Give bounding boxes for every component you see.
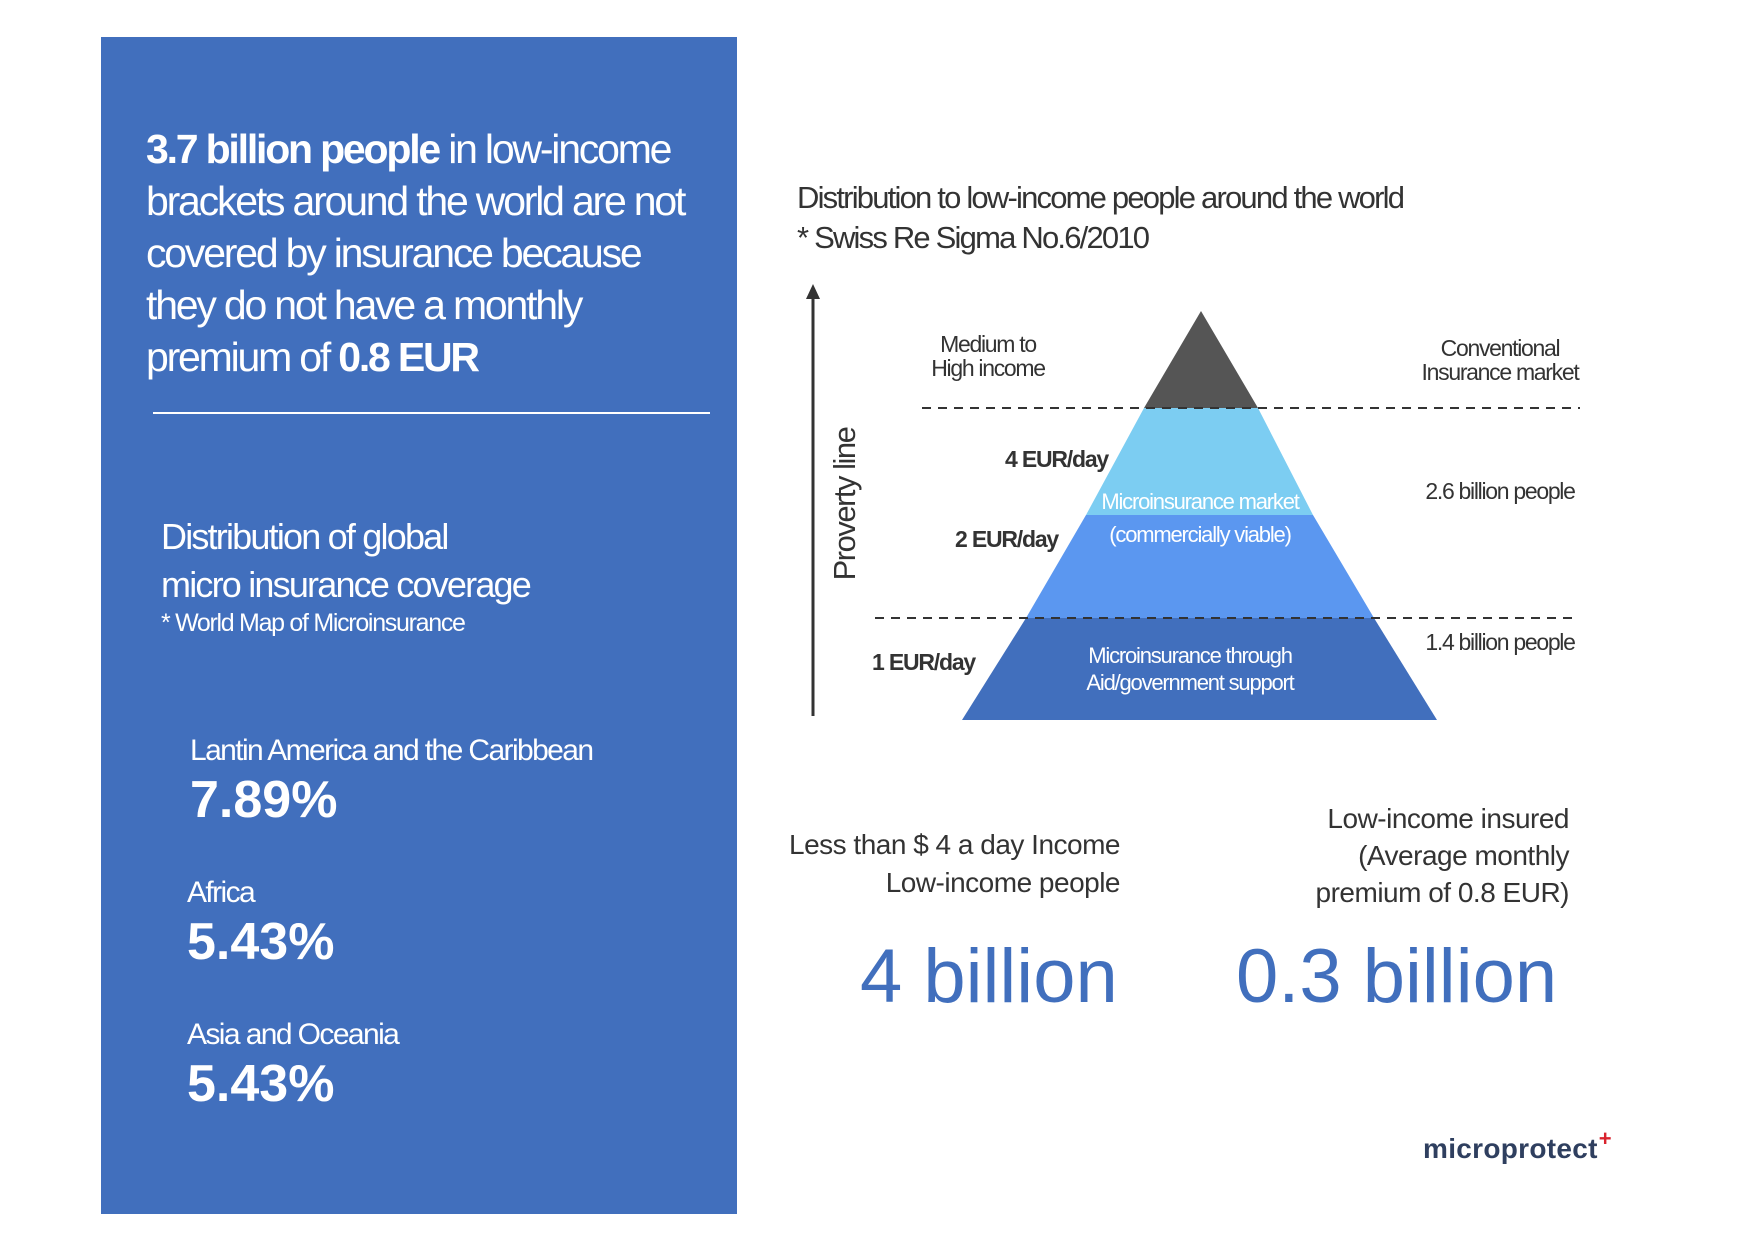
pyramid-apex (1144, 311, 1258, 408)
medium-high-income-line2: High income (931, 355, 1045, 381)
headline-line5: premium of (146, 334, 339, 380)
headline-line1: in low-income (439, 126, 672, 172)
insured-line1: Low-income insured (1327, 803, 1569, 834)
aid-support-label-line1: Microinsurance through (1088, 643, 1292, 668)
insured-stat-value: 0.3 billion (1236, 934, 1558, 1019)
distribution-title-line2: micro insurance coverage (161, 564, 532, 605)
income-line2: Low-income people (885, 867, 1121, 898)
count-1-4-billion: 1.4 billion people (1425, 629, 1575, 655)
insured-line3: premium of 0.8 EUR) (1315, 877, 1570, 908)
medium-high-income-line1: Medium to (940, 331, 1036, 357)
microinsurance-market-label: Microinsurance market (1101, 489, 1299, 514)
headline-line4: they do not have a monthly (146, 282, 583, 328)
pyramid-title-block: Distribution to low-income people around… (797, 178, 1405, 258)
insured-line2: (Average monthly (1358, 840, 1569, 871)
distribution-title-line1: Distribution of global (161, 516, 449, 557)
region-value: 5.43% (187, 913, 335, 971)
pyramid-layer-base (962, 618, 1437, 720)
region-name: Lantin America and the Caribbean (190, 734, 594, 767)
poverty-axis-label: Proverty line (827, 427, 862, 580)
conventional-market-line1: Conventional (1441, 335, 1560, 361)
headline-line2: brackets around the world are not (146, 178, 686, 224)
commercially-viable-label: (commercially viable) (1109, 522, 1290, 547)
pyramid-source: * Swiss Re Sigma No.6/2010 (797, 220, 1150, 255)
up-arrow-icon (806, 284, 820, 299)
count-2-6-billion: 2.6 billion people (1425, 478, 1575, 504)
income-stat-value: 4 billion (860, 934, 1118, 1019)
pyramid-title: Distribution to low-income people around… (797, 180, 1405, 215)
brand-name: microprotect (1423, 1133, 1598, 1164)
region-asia-oceania: Asia and Oceania 5.43% (187, 1015, 400, 1113)
level-4-eur: 4 EUR/day (1005, 446, 1109, 472)
headline-bold-lead: 3.7 billion people (146, 126, 441, 172)
aid-support-label-line2: Aid/government support (1086, 670, 1294, 695)
insured-stat-label: Low-income insured (Average monthly prem… (1220, 800, 1570, 911)
region-value: 5.43% (187, 1055, 335, 1113)
brand-logo: microprotect+ (1423, 1126, 1612, 1165)
region-value: 7.89% (190, 771, 338, 829)
conventional-market-line2: Insurance market (1422, 359, 1581, 385)
distribution-source: * World Map of Microinsurance (161, 609, 466, 637)
income-stat-label: Less than $ 4 a day Income Low-income pe… (760, 826, 1121, 902)
level-1-eur: 1 EUR/day (872, 649, 976, 675)
pyramid-layer-mid (1026, 515, 1374, 618)
left-panel: 3.7 billion people in low-income bracket… (101, 37, 737, 1214)
headline: 3.7 billion people in low-income bracket… (146, 123, 726, 383)
brand-plus-mark: + (1598, 1126, 1612, 1151)
level-2-eur: 2 EUR/day (955, 526, 1059, 552)
divider (153, 412, 710, 414)
region-latin-america: Lantin America and the Caribbean 7.89% (190, 731, 594, 829)
region-name: Asia and Oceania (187, 1018, 400, 1051)
region-africa: Africa 5.43% (187, 873, 334, 971)
income-line1: Less than $ 4 a day Income (789, 829, 1121, 860)
region-name: Africa (187, 876, 256, 909)
distribution-title: Distribution of global micro insurance c… (161, 513, 681, 609)
headline-line3: covered by insurance because (146, 230, 643, 276)
headline-premium: 0.8 EUR (338, 334, 480, 380)
pyramid-layer-light (1086, 408, 1313, 515)
